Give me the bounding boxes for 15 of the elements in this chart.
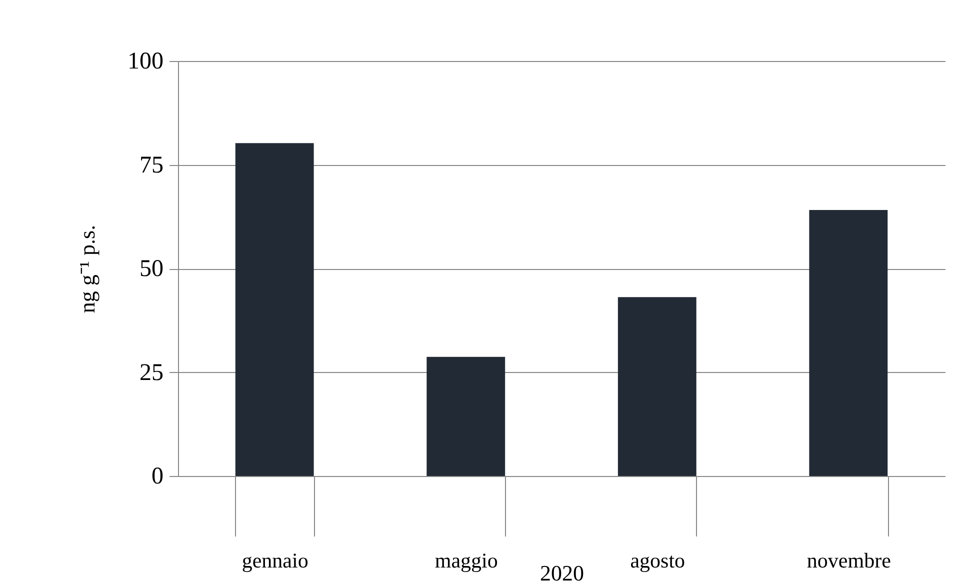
y-tick-label: 75 [140, 152, 164, 178]
bar [809, 210, 888, 476]
bar [426, 356, 506, 476]
y-tick-label: 25 [140, 360, 164, 386]
x-tick-label: agosto [630, 548, 686, 572]
y-tick-label: 50 [140, 256, 164, 282]
y-tick-label: 100 [128, 48, 164, 74]
x-tick-label: gennaio [242, 548, 308, 572]
y-tick-label: 0 [152, 464, 164, 490]
x-tick-label: maggio [434, 548, 498, 572]
x-axis-title: 2020 [540, 560, 584, 583]
x-tick-label: novembre [806, 548, 891, 572]
y-axis-title: ng g⁻¹ p.s. [74, 224, 100, 314]
bar [235, 143, 314, 476]
bar [618, 297, 696, 476]
